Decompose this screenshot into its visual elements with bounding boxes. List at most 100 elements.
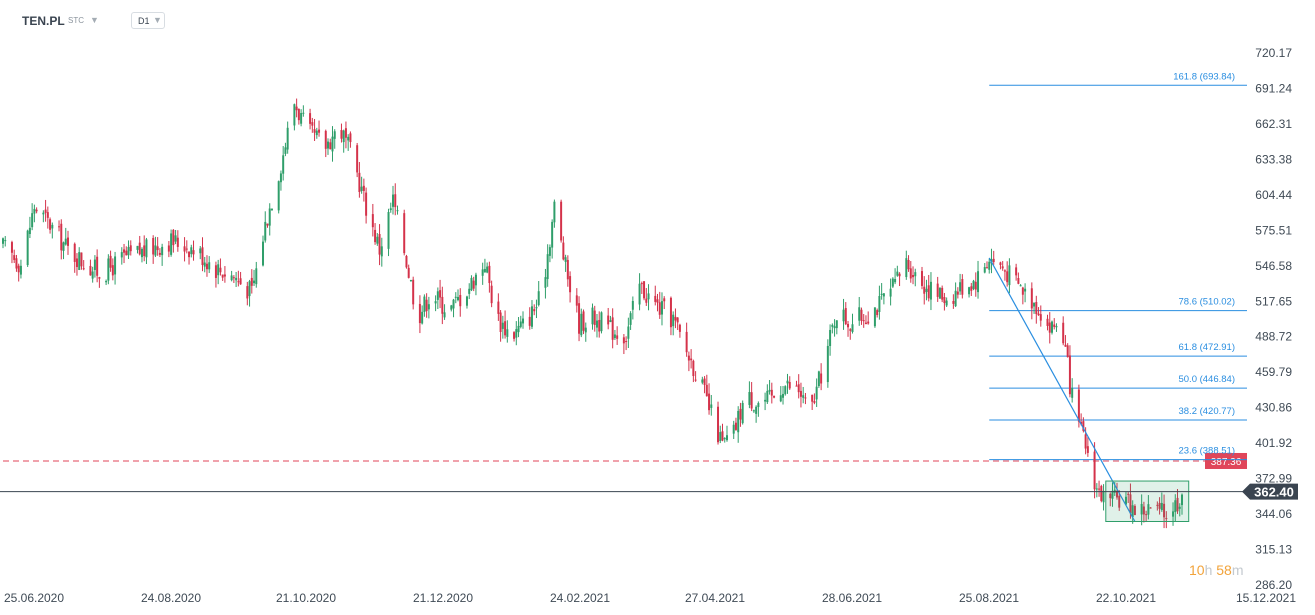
candle-body (795, 385, 798, 387)
x-tick-label: 15.12.2021 (1236, 591, 1296, 605)
candle-body (497, 301, 500, 314)
candle-body (1068, 355, 1071, 395)
candle-body (564, 257, 567, 262)
candle-body (421, 311, 424, 324)
x-tick-label: 24.08.2020 (141, 591, 201, 605)
candle-body (1077, 389, 1080, 422)
candle-body (232, 277, 235, 279)
candle-body (799, 390, 802, 397)
candle-body (782, 393, 785, 398)
candle-body (237, 281, 240, 283)
candle-body (905, 258, 908, 278)
candle-body (158, 252, 161, 255)
candle-body (82, 268, 85, 270)
candle-body (860, 309, 863, 321)
candle-body (1149, 507, 1152, 509)
overlay-layer (988, 257, 1190, 522)
candle-body (553, 201, 556, 223)
y-tick-label: 401.92 (1255, 436, 1292, 450)
trend-line (988, 257, 1136, 522)
candle-body (111, 265, 114, 276)
x-tick-label: 21.10.2020 (276, 591, 336, 605)
candle-body (858, 307, 861, 321)
candle-body (246, 286, 249, 299)
candle-body (656, 299, 659, 303)
candle-body (717, 406, 720, 443)
candle-body (1111, 490, 1114, 499)
candle-body (647, 293, 650, 300)
candle-body (327, 141, 330, 149)
candle-body (629, 313, 632, 325)
candle-body (1064, 344, 1067, 347)
candle-body (591, 307, 594, 325)
candle-body (548, 247, 551, 256)
x-tick-label: 25.08.2021 (959, 591, 1019, 605)
candle-body (797, 384, 800, 393)
candle-body (750, 392, 753, 409)
candle-body (96, 256, 99, 276)
candle-body (687, 355, 690, 361)
candle-body (560, 201, 563, 241)
candle-body (4, 240, 7, 242)
support-price-tag (1205, 452, 1247, 469)
candle-body (956, 291, 959, 295)
candle-body (844, 308, 847, 325)
candle-body (185, 248, 188, 250)
candle-body (813, 401, 816, 403)
fib-level-label: 78.6 (510.02) (1178, 297, 1235, 308)
candle-body (528, 316, 531, 326)
candle-body (968, 287, 971, 295)
candle-body (757, 403, 760, 408)
candle-body (443, 312, 446, 318)
candle-body (309, 113, 312, 124)
candle-body (188, 251, 191, 258)
candle-body (1015, 267, 1018, 276)
candle-body (284, 147, 287, 154)
candle-body (708, 393, 711, 411)
candle-body (425, 299, 428, 312)
candle-body (582, 311, 585, 331)
candle-body (51, 224, 54, 229)
candle-body (977, 271, 980, 293)
y-tick-label: 720.17 (1255, 46, 1292, 60)
x-tick-label: 21.12.2020 (413, 591, 473, 605)
market-label[interactable]: STC (68, 16, 84, 25)
candle-body (1019, 285, 1022, 287)
candle-body (1115, 490, 1118, 498)
candle-body (690, 358, 693, 361)
candle-body (607, 315, 610, 325)
candle-body (282, 155, 285, 174)
candle-body (459, 294, 462, 307)
candle-body (176, 237, 179, 247)
candle-body (638, 283, 641, 305)
candle-body (405, 255, 408, 268)
candle-body (28, 227, 31, 235)
chevron-down-icon[interactable]: ▼ (90, 15, 99, 25)
countdown-hours-unit: h (1204, 562, 1213, 578)
timeframe-select[interactable]: D1 ▼ (131, 12, 165, 29)
candle-body (530, 306, 533, 327)
candle-body (394, 194, 397, 208)
candle-body (1158, 502, 1161, 509)
candle-body (1030, 288, 1033, 309)
candle-body (578, 303, 581, 334)
candle-body (217, 264, 220, 276)
candle-body (1124, 496, 1127, 505)
candle-body (723, 438, 726, 440)
candle-body (972, 280, 975, 289)
candle-body (470, 277, 473, 291)
candle-body (817, 371, 820, 387)
candle-body (205, 263, 208, 270)
candle-body (264, 221, 267, 241)
fib-level-label: 161.8 (693.84) (1173, 71, 1235, 82)
candle-body (223, 274, 226, 277)
candle-body (654, 295, 657, 302)
candle-body (172, 229, 175, 246)
candle-body (62, 242, 65, 251)
y-tick-label: 430.86 (1255, 401, 1292, 415)
candle-body (640, 283, 643, 285)
candle-body (1046, 318, 1049, 326)
symbol-label[interactable]: TEN.PL (22, 14, 65, 28)
candle-body (864, 322, 867, 324)
